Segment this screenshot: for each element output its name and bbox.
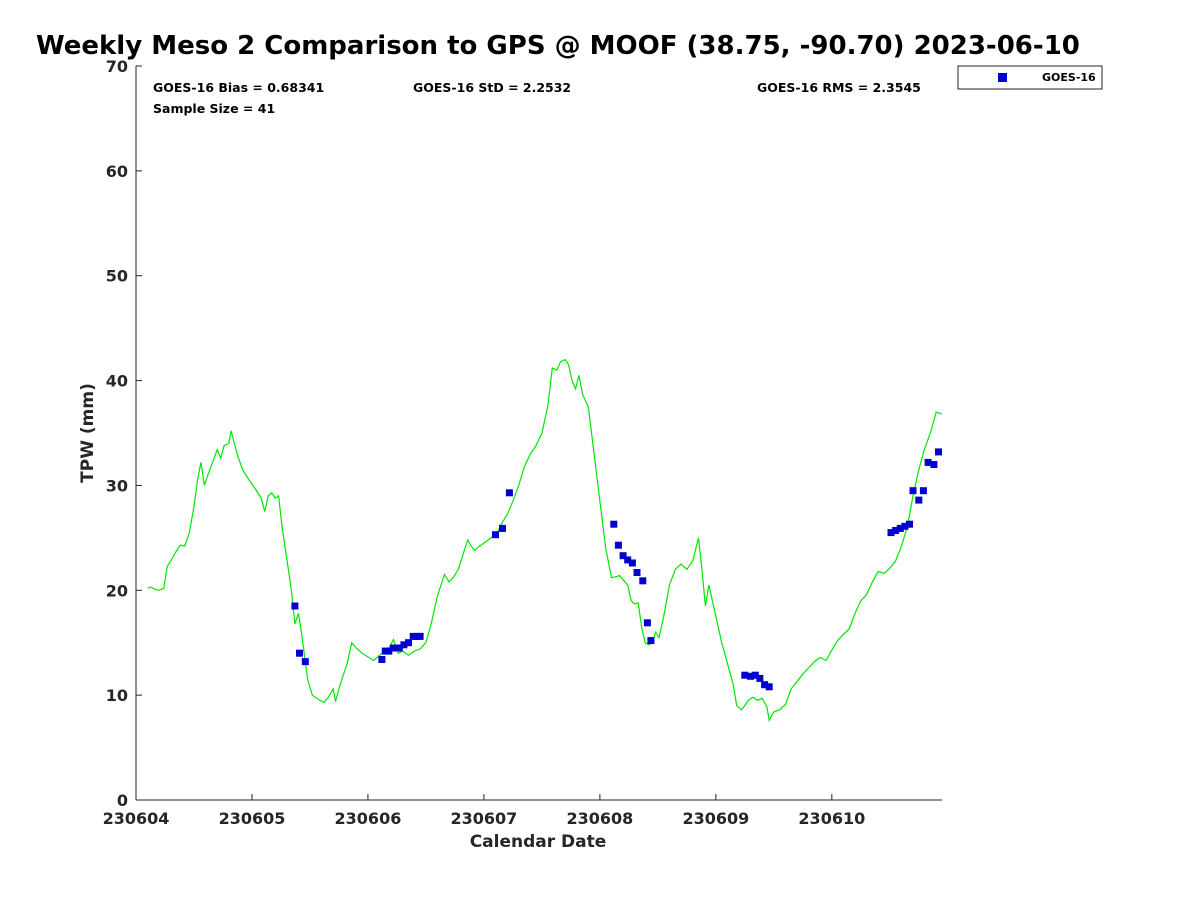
goes16-point [909,487,917,495]
plot-area: 0 10 20 30 40 50 60 70 230604 230605 230606 230607… [103,57,943,828]
x-tick-label: 230607 [451,809,518,828]
goes16-point [291,602,299,610]
goes16-point [301,658,309,666]
goes16-point [906,520,913,528]
stat-std: GOES-16 StD = 2.2532 [413,80,571,95]
x-tick-label: 230604 [103,809,170,828]
goes16-point [924,458,932,466]
goes16-point [610,520,618,528]
goes16-point [400,641,408,649]
goes16-point [296,649,303,657]
goes16-point [751,671,759,679]
goes16-point [614,541,622,549]
goes16-point [416,632,424,640]
stat-rms: GOES-16 RMS = 2.3545 [757,80,921,95]
chart-title: Weekly Meso 2 Comparison to GPS @ MOOF (… [36,31,1080,61]
legend-label: GOES-16 [1042,71,1096,84]
y-tick-label: 50 [106,267,128,286]
goes16-point [385,647,393,655]
goes16-point [405,639,412,647]
x-axis-label: Calendar Date [470,832,607,852]
x-ticks: 230604 230605 230606 230607 230608 230609 2306… [103,794,865,828]
goes16-point [643,619,651,627]
goes16-point [499,524,506,532]
y-tick-label: 60 [106,162,128,181]
goes16-point [761,681,769,689]
x-tick-label: 230606 [335,809,402,828]
y-tick-label: 40 [106,372,128,391]
x-tick-label: 230605 [219,809,286,828]
goes16-point [756,674,764,682]
goes16-point [896,524,904,532]
goes16-point [892,527,900,534]
goes16-point [930,461,938,468]
series-points [291,448,942,691]
goes16-point [935,448,942,456]
x-tick-label: 230609 [682,809,749,828]
stat-sample-size: Sample Size = 41 [153,101,275,116]
y-tick-label: 0 [117,791,128,810]
goes16-point [492,531,499,539]
y-tick-label: 20 [106,581,128,600]
y-tick-label: 30 [106,476,128,495]
x-tick-label: 230610 [798,809,865,828]
goes16-point [901,522,909,530]
goes16-point [378,656,386,663]
goes16-point [628,559,636,567]
gps-tpw-line [147,358,943,723]
legend-box [957,65,1103,90]
y-ticks: 0 10 20 30 40 50 60 70 [106,57,142,810]
goes16-point [647,637,655,645]
goes16-point [765,683,773,691]
y-tick-label: 70 [106,57,128,76]
goes16-point [619,552,627,560]
goes16-point [505,489,513,497]
goes16-point [390,644,397,652]
goes16-point [624,556,632,564]
stat-bias: GOES-16 Bias = 0.68341 [153,80,324,95]
goes16-point [919,487,927,495]
goes16-point [887,529,895,537]
x-tick-label: 230608 [566,809,633,828]
series-lines [147,358,943,723]
legend-marker [998,73,1007,82]
goes16-point [639,577,647,585]
y-tick-label: 10 [106,686,128,705]
goes16-point [741,671,749,679]
goes16-point [633,569,641,576]
legend: GOES-16 [957,65,1103,90]
y-axis-label: TPW (mm) [78,383,98,483]
goes16-point [747,672,755,680]
goes16-point [915,496,923,504]
goes16-point [395,644,403,652]
